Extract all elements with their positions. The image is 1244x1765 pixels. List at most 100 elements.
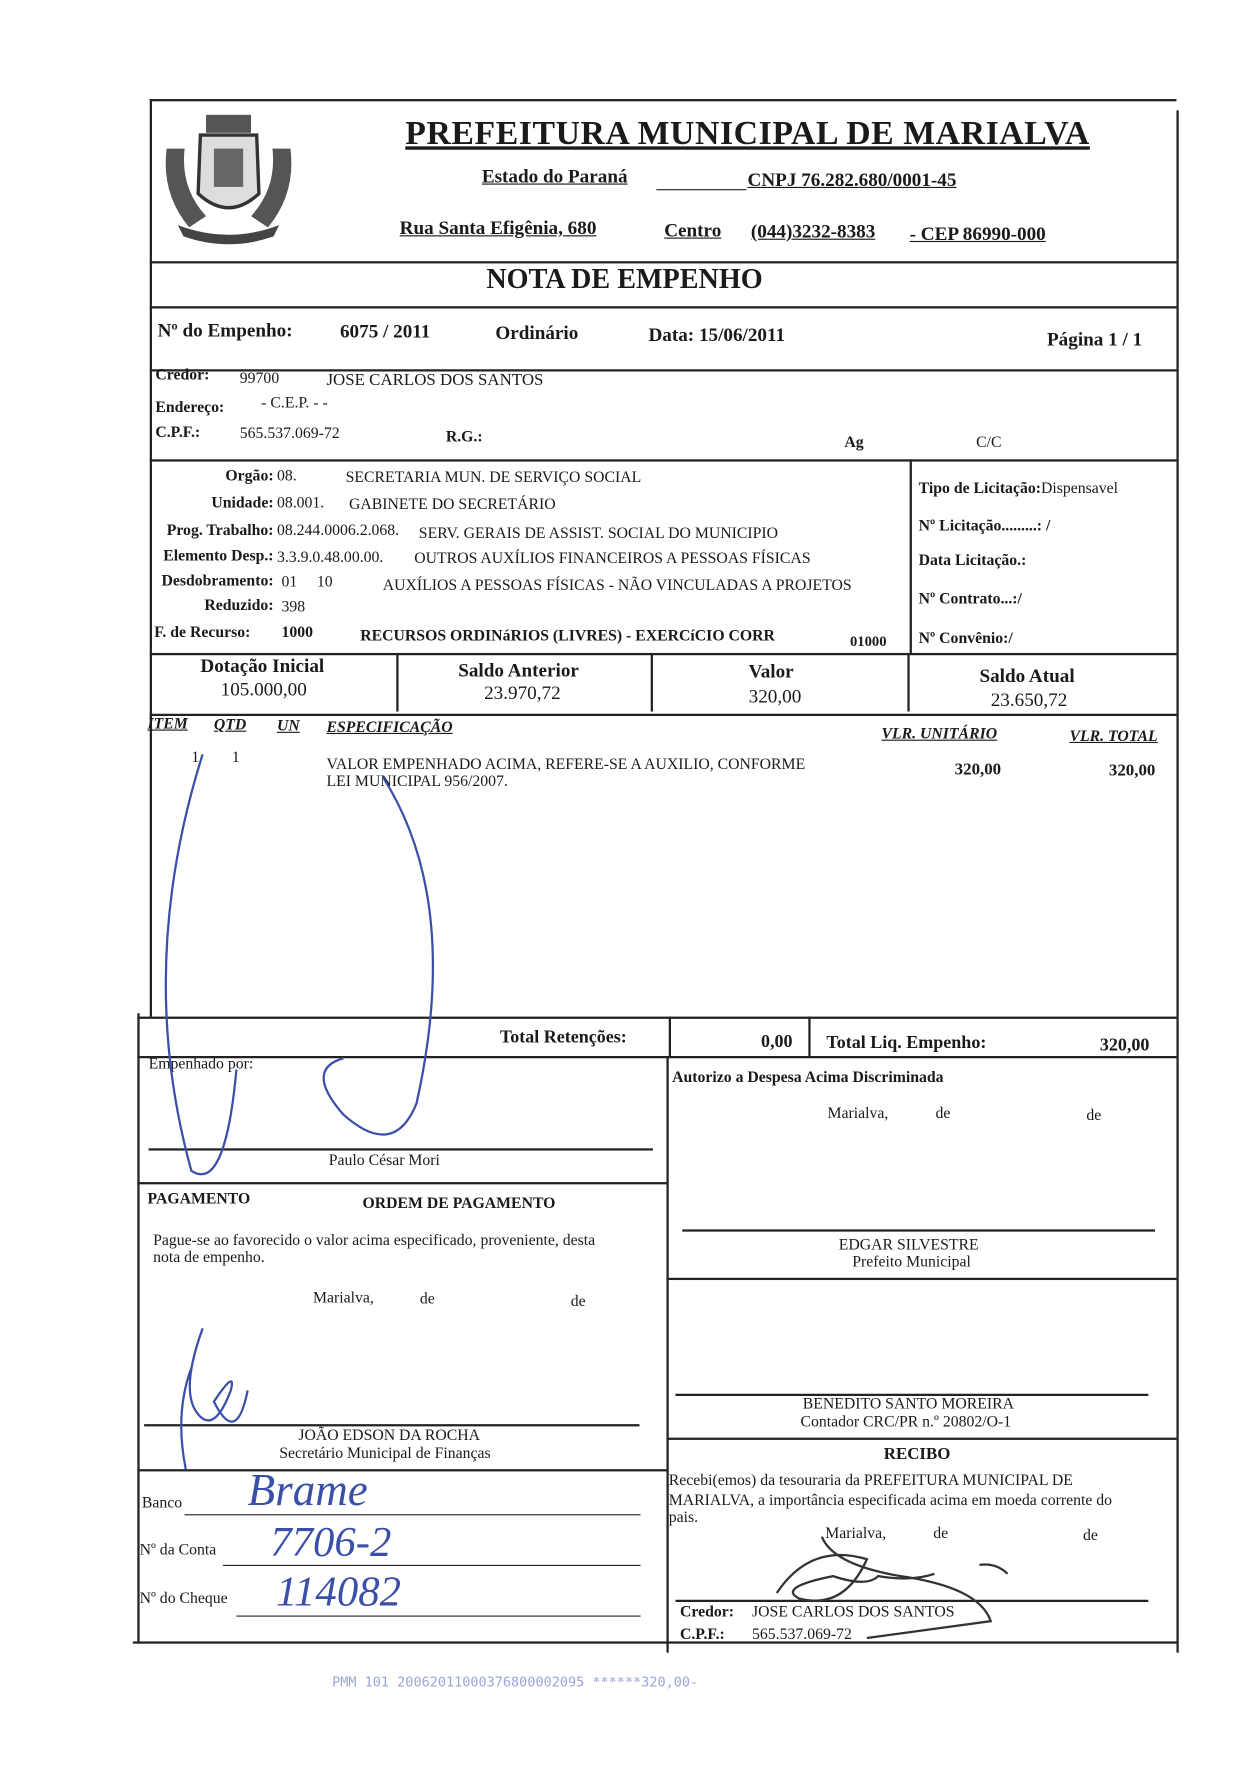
printed-stamp: PMM 101 20062011000376800002095 ******32… bbox=[332, 1674, 699, 1690]
signature-empenhado bbox=[164, 753, 435, 1176]
empenhado-por-name: Paulo César Mori bbox=[328, 1152, 440, 1170]
item-qtd: 1 bbox=[231, 749, 240, 767]
recibo-title: RECIBO bbox=[883, 1445, 951, 1464]
prog-trabalho-code: 08.244.0006.2.068. bbox=[276, 522, 400, 540]
elemento-code: 3.3.9.0.48.00.00. bbox=[276, 549, 384, 567]
total-retencoes-label: Total Retenções: bbox=[499, 1027, 627, 1047]
col-vlr-total: VLR. TOTAL bbox=[1069, 728, 1158, 746]
recibo-place: Marialva, bbox=[825, 1525, 887, 1543]
secretario-role: Secretário Municipal de Finanças bbox=[279, 1445, 491, 1463]
saldo-anterior-value: 23.970,72 bbox=[484, 682, 561, 704]
cep: - CEP 86990-000 bbox=[909, 222, 1046, 245]
cheque-line bbox=[236, 1615, 641, 1617]
unidade-desc: GABINETE DO SECRETÁRIO bbox=[348, 496, 556, 514]
divider bbox=[149, 459, 1177, 462]
page-number: Página 1 / 1 bbox=[1046, 328, 1143, 351]
recurso-label: F. de Recurso: bbox=[154, 624, 251, 642]
credor-label: Credor: bbox=[155, 367, 210, 384]
reduzido-label: Reduzido: bbox=[204, 597, 274, 615]
signature-line bbox=[675, 1599, 1149, 1603]
autorizo-de: de bbox=[935, 1105, 951, 1123]
address-label: Endereço: bbox=[155, 399, 225, 417]
empenho-date: Data: 15/06/2011 bbox=[648, 324, 786, 346]
ordem-pagamento-label: ORDEM DE PAGAMENTO bbox=[362, 1195, 556, 1213]
pagamento-de-2: de bbox=[570, 1293, 586, 1311]
tipo-licitacao-value: Dispensavel bbox=[1040, 480, 1119, 498]
saldo-atual-label: Saldo Atual bbox=[979, 665, 1075, 687]
item-spec: VALOR EMPENHADO ACIMA, REFERE-SE A AUXIL… bbox=[326, 756, 806, 774]
recibo-de: de bbox=[933, 1525, 949, 1543]
divider bbox=[666, 1056, 669, 1653]
data-licitacao: Data Licitação.: bbox=[918, 552, 1027, 570]
recibo-text-2: MARIALVA, a importância especificada aci… bbox=[668, 1492, 1113, 1510]
recibo-de-2: de bbox=[1083, 1527, 1098, 1545]
banco-line bbox=[184, 1514, 641, 1516]
recibo-cpf-label: C.P.F.: bbox=[679, 1626, 725, 1644]
credor-code: 99700 bbox=[239, 370, 280, 388]
col-item: ITEM bbox=[147, 716, 188, 733]
divider bbox=[137, 1056, 1177, 1059]
municipality-title: PREFEITURA MUNICIPAL DE MARIALVA bbox=[405, 114, 1090, 152]
orgao-label: Orgão: bbox=[225, 468, 274, 486]
divider bbox=[668, 1016, 671, 1057]
credor-name: JOSE CARLOS DOS SANTOS bbox=[326, 371, 544, 390]
signature-line bbox=[144, 1424, 640, 1427]
autorizo-de-2: de bbox=[1086, 1107, 1102, 1125]
autorizo-place: Marialva, bbox=[827, 1105, 889, 1123]
contador-name: BENEDITO SANTO MOREIRA bbox=[802, 1395, 1015, 1413]
cnpj: CNPJ 76.282.680/0001-45 bbox=[747, 168, 957, 191]
unidade-label: Unidade: bbox=[211, 495, 274, 513]
valor-value: 320,00 bbox=[748, 685, 802, 708]
item-number: 1 bbox=[191, 749, 200, 767]
pagamento-place: Marialva, bbox=[312, 1290, 374, 1308]
divider bbox=[808, 1016, 811, 1057]
divider bbox=[149, 369, 1177, 372]
recurso-extra: 01000 bbox=[849, 632, 887, 650]
divider bbox=[149, 261, 1177, 264]
divider bbox=[149, 306, 1177, 309]
prog-trabalho-desc: SERV. GERAIS DE ASSIST. SOCIAL DO MUNICI… bbox=[418, 525, 779, 543]
desdobramento-code: 01 10 bbox=[281, 574, 333, 592]
col-qtd: QTD bbox=[213, 717, 247, 735]
numero-licitacao: Nº Licitação.........: / bbox=[918, 517, 1051, 535]
conta-handwritten: 7706-2 bbox=[270, 1518, 392, 1566]
cpf-value: 565.537.069-72 bbox=[239, 425, 340, 443]
address-value: - C.E.P. - - bbox=[261, 395, 328, 413]
unidade-code: 08.001. bbox=[276, 495, 325, 513]
divider bbox=[149, 99, 152, 1017]
empenho-label: Nº do Empenho: bbox=[157, 319, 293, 342]
saldo-anterior-label: Saldo Anterior bbox=[458, 659, 579, 682]
dotacao-inicial-label: Dotação Inicial bbox=[200, 655, 325, 677]
address: Rua Santa Efigênia, 680 bbox=[399, 217, 597, 239]
cpf-label: C.P.F.: bbox=[155, 424, 201, 442]
divider bbox=[396, 652, 399, 712]
divider bbox=[137, 1469, 667, 1472]
total-retencoes-value: 0,00 bbox=[761, 1032, 793, 1052]
signature-line bbox=[682, 1229, 1156, 1232]
reduzido-code: 398 bbox=[281, 598, 306, 616]
prefeito-role: Prefeito Municipal bbox=[852, 1254, 971, 1272]
coat-of-arms-logo bbox=[165, 114, 292, 245]
elemento-desc: OUTROS AUXÍLIOS FINANCEIROS A PESSOAS FÍ… bbox=[414, 550, 811, 568]
desdobramento-desc: AUXÍLIOS A PESSOAS FÍSICAS - NÃO VINCULA… bbox=[382, 577, 852, 595]
divider bbox=[650, 652, 653, 712]
recibo-text: Recebi(emos) da tesouraria da PREFEITURA… bbox=[668, 1472, 1073, 1490]
conta-label: Nº da Conta bbox=[139, 1542, 217, 1560]
recibo-text-3: pais. bbox=[668, 1509, 699, 1527]
divider bbox=[137, 1016, 1177, 1019]
prefeito-name: EDGAR SILVESTRE bbox=[838, 1237, 979, 1255]
pagamento-label: PAGAMENTO bbox=[147, 1191, 251, 1208]
pagamento-text: Pague-se ao favorecido o valor acima esp… bbox=[153, 1232, 596, 1250]
total-liq-value: 320,00 bbox=[1099, 1035, 1150, 1055]
cheque-handwritten: 114082 bbox=[275, 1568, 401, 1616]
district: Centro bbox=[664, 219, 722, 241]
item-total-value: 320,00 bbox=[1108, 762, 1156, 781]
document-title: NOTA DE EMPENHO bbox=[486, 264, 763, 295]
divider bbox=[666, 1277, 1177, 1281]
desdobramento-label: Desdobramento: bbox=[161, 573, 274, 590]
col-vlr-unitario: VLR. UNITÁRIO bbox=[881, 726, 998, 744]
conta-line bbox=[222, 1564, 641, 1566]
numero-convenio: Nº Convênio:/ bbox=[918, 630, 1013, 648]
banco-handwritten: Brame bbox=[247, 1464, 368, 1516]
